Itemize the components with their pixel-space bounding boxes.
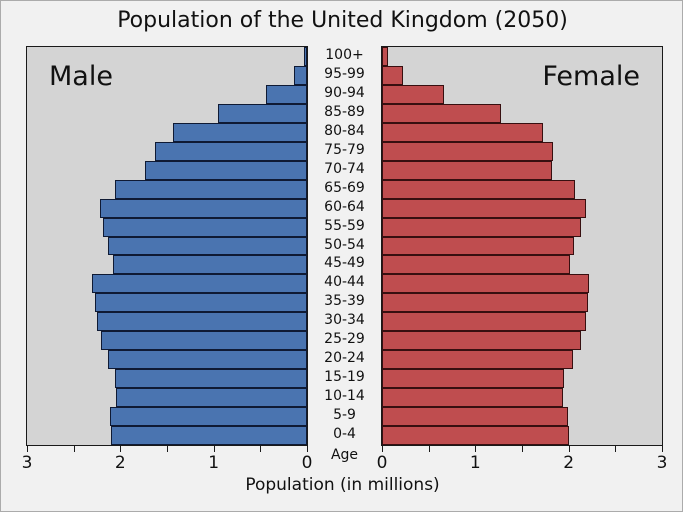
female-axis-tick-label-2: 2 (563, 453, 575, 473)
age-label-90-94: 90-94 (324, 84, 365, 101)
female-axis-tick-1.5 (522, 446, 523, 452)
female-bar-15-19 (382, 369, 564, 389)
male-bar-80-84 (172, 122, 307, 142)
male-bar-60-64 (99, 198, 307, 218)
age-label-65-69: 65-69 (324, 179, 365, 196)
male-axis-tick-label-3: 3 (21, 453, 33, 473)
age-label-55-59: 55-59 (324, 217, 365, 234)
male-bar-65-69 (114, 179, 307, 199)
female-bar-5-9 (382, 407, 568, 427)
male-bar-50-54 (108, 236, 307, 256)
age-label-75-79: 75-79 (324, 141, 365, 158)
age-label-40-44: 40-44 (324, 274, 365, 291)
age-label-35-39: 35-39 (324, 293, 365, 310)
male-bar-35-39 (95, 293, 307, 313)
female-bar-65-69 (382, 179, 576, 199)
male-axis-tick-2.5 (73, 446, 75, 452)
male-axis-tick-1 (213, 446, 215, 452)
female-bar-95-99 (382, 65, 404, 85)
age-label-15-19: 15-19 (324, 369, 365, 386)
male-axis-tick-2 (120, 446, 122, 452)
female-bar-90-94 (382, 84, 444, 104)
female-panel: Female (381, 46, 663, 446)
male-axis-tick-label-1: 1 (208, 453, 220, 473)
chart-title: Population of the United Kingdom (2050) (117, 8, 568, 33)
male-bar-55-59 (102, 217, 307, 237)
female-bar-45-49 (382, 255, 570, 275)
age-label-20-24: 20-24 (324, 350, 365, 367)
female-bar-80-84 (382, 122, 543, 142)
male-bar-85-89 (218, 103, 307, 123)
female-axis-tick-0.5 (428, 446, 430, 452)
male-panel: Male (26, 46, 308, 446)
age-label-25-29: 25-29 (324, 331, 365, 348)
age-label-80-84: 80-84 (324, 122, 365, 139)
age-label-50-54: 50-54 (324, 236, 365, 253)
female-bar-50-54 (382, 236, 575, 256)
male-bar-100+ (304, 47, 307, 66)
female-bar-25-29 (382, 331, 581, 351)
male-bar-25-29 (100, 331, 307, 351)
female-series-label: Female (542, 61, 640, 92)
age-label-5-9: 5-9 (333, 407, 356, 424)
female-bar-75-79 (382, 141, 553, 161)
female-axis-tick-3 (662, 446, 663, 452)
male-bar-30-34 (97, 312, 307, 332)
age-label-70-74: 70-74 (324, 160, 365, 177)
female-axis-tick-1 (475, 446, 477, 452)
female-bar-40-44 (382, 274, 590, 294)
female-bar-20-24 (382, 350, 574, 370)
age-label-100+: 100+ (325, 46, 364, 63)
age-label-10-14: 10-14 (324, 388, 365, 405)
female-bar-35-39 (382, 293, 589, 313)
male-axis-tick-1.5 (167, 446, 168, 452)
age-label-45-49: 45-49 (324, 255, 365, 272)
male-bar-15-19 (114, 369, 307, 389)
female-bar-30-34 (382, 312, 587, 332)
male-bar-45-49 (112, 255, 307, 275)
age-label-0-4: 0-4 (333, 426, 356, 443)
female-axis-tick-label-0: 0 (376, 453, 388, 473)
female-bar-0-4 (382, 426, 569, 445)
female-axis-tick-2.5 (615, 446, 617, 452)
female-axis-tick-label-1: 1 (469, 453, 481, 473)
female-bar-85-89 (382, 103, 501, 123)
x-axis-title: Population (in millions) (245, 475, 440, 495)
male-bar-40-44 (92, 274, 307, 294)
male-bar-0-4 (111, 426, 307, 445)
male-bar-75-79 (154, 141, 307, 161)
male-axis-tick-0 (307, 446, 308, 452)
male-bar-90-94 (265, 84, 307, 104)
male-series-label: Male (49, 61, 113, 92)
female-bar-70-74 (382, 160, 552, 180)
male-axis-tick-3 (27, 446, 28, 452)
male-bar-20-24 (108, 350, 307, 370)
female-axis-tick-2 (568, 446, 570, 452)
age-label-95-99: 95-99 (324, 65, 365, 82)
female-bar-55-59 (382, 217, 581, 237)
male-axis-tick-label-0: 0 (301, 453, 313, 473)
female-axis-tick-label-3: 3 (656, 453, 668, 473)
age-axis-strip: 100+ 95-99 90-94 85-89 80-84 75-79 70-74 65-69 6… (308, 46, 381, 446)
male-bar-10-14 (115, 388, 307, 408)
male-bar-95-99 (293, 65, 307, 85)
age-label-85-89: 85-89 (324, 103, 365, 120)
male-bar-70-74 (144, 160, 307, 180)
age-axis-title: Age (330, 447, 359, 463)
female-bar-60-64 (382, 198, 587, 218)
age-label-60-64: 60-64 (324, 198, 365, 215)
age-label-30-34: 30-34 (324, 312, 365, 329)
male-axis-tick-0.5 (260, 446, 262, 452)
male-bar-5-9 (110, 407, 307, 427)
female-bar-100+ (382, 47, 388, 66)
female-bar-10-14 (382, 388, 564, 408)
female-axis-tick-0 (382, 446, 383, 452)
male-axis-tick-label-2: 2 (114, 453, 126, 473)
